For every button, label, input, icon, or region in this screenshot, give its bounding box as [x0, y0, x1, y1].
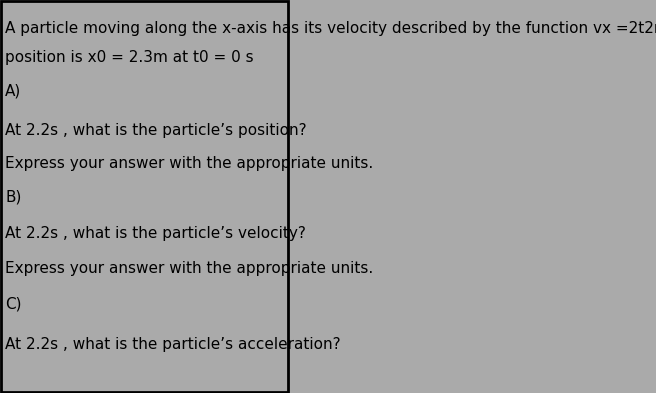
Text: Express your answer with the appropriate units.: Express your answer with the appropriate… [5, 156, 373, 171]
Text: B): B) [5, 189, 22, 204]
Text: At 2.2s , what is the particle’s position?: At 2.2s , what is the particle’s positio… [5, 123, 307, 138]
Text: Express your answer with the appropriate units.: Express your answer with the appropriate… [5, 261, 373, 276]
Text: At 2.2s , what is the particle’s velocity?: At 2.2s , what is the particle’s velocit… [5, 226, 306, 241]
Text: At 2.2s , what is the particle’s acceleration?: At 2.2s , what is the particle’s acceler… [5, 337, 340, 352]
Text: position is x0 = 2.3m at t0 = 0 s: position is x0 = 2.3m at t0 = 0 s [5, 50, 254, 66]
FancyBboxPatch shape [1, 2, 288, 391]
Text: A particle moving along the x-axis has its velocity described by the function vx: A particle moving along the x-axis has i… [5, 21, 656, 36]
Text: A): A) [5, 84, 22, 99]
Text: C): C) [5, 296, 22, 311]
